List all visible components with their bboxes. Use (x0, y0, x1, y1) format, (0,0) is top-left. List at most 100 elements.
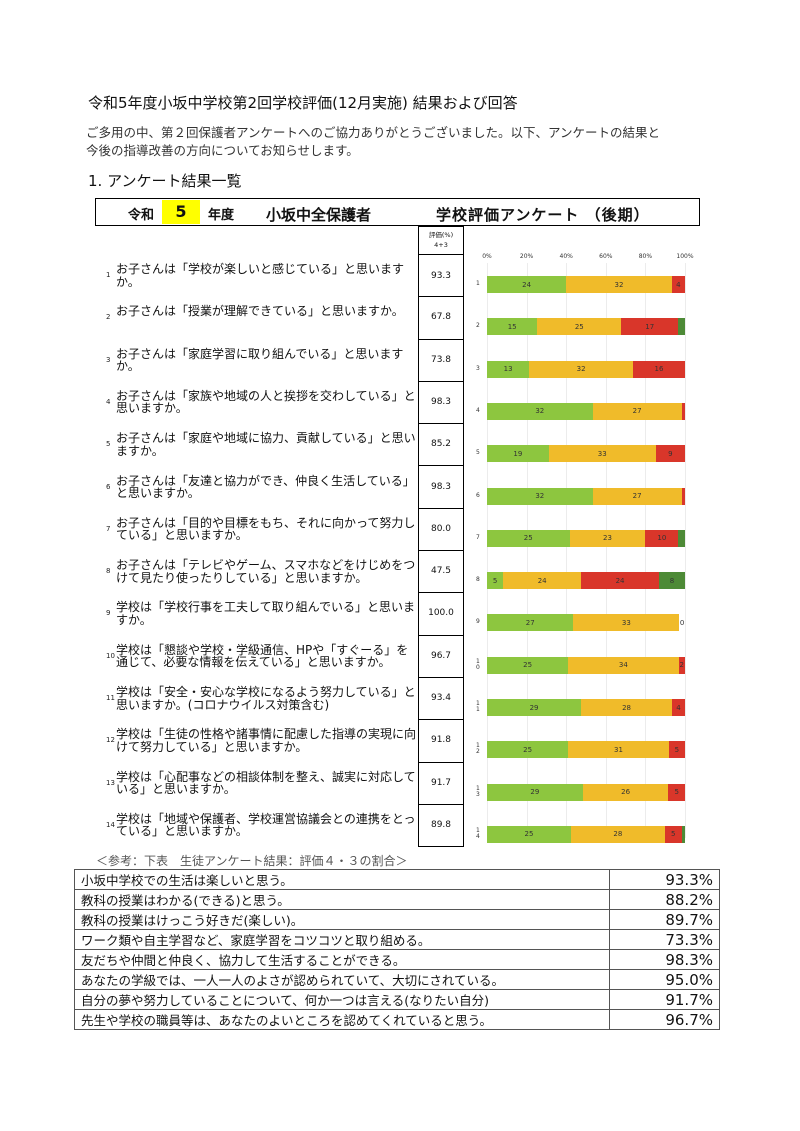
document-title: 令和5年度小坂中学校第2回学校評価(12月実施) 結果および回答 (88, 94, 518, 112)
bar-index-label: 1 1 (476, 700, 480, 713)
bar-segment-rating-3: 26 (582, 783, 669, 801)
x-tick-label: 80% (638, 253, 653, 260)
question-text: 学校は「安全・安心な学校になるよう努力している」と思いますか。(コロナウイルス対… (116, 685, 416, 712)
bar-segment-rating-4: 25 (487, 529, 570, 547)
question-text: 学校は「懇談や学校・学級通信、HPや「すぐーる」を通じて、必要な情報を伝えている… (116, 642, 409, 670)
question-number: 3 (106, 355, 111, 364)
score-value: 67.8 (418, 296, 464, 340)
question-text: お子さんは「家族や地域の人と挨拶を交わしている」と思いますか。 (116, 388, 416, 416)
question-number: 5 (106, 440, 111, 449)
bar-segment-rating-2: 4 (672, 699, 685, 716)
bar-segment-rating-3: 32 (566, 276, 672, 293)
x-tick-label: 0% (482, 253, 492, 260)
stacked-bar: 24 32 4 (487, 276, 685, 293)
x-tick-label: 20% (519, 253, 534, 260)
bar-segment-rating-3: 34 (568, 656, 679, 674)
score-value: 93.3 (418, 254, 464, 298)
reference-caption: ＜参考：下表 生徒アンケート結果：評価４・３の割合＞ (96, 854, 408, 868)
score-value: 96.7 (418, 634, 464, 678)
score-value: 91.7 (418, 761, 464, 805)
question-text: お子さんは「家庭や地域に協力、貢献している」と思いますか。 (116, 431, 416, 458)
intro-line-1: ご多用の中、第２回保護者アンケートへのご協力ありがとうございました。以下、アンケ… (86, 125, 661, 140)
bar-segment-rating-2: 24 (581, 572, 659, 590)
reference-label: 教科の授業はけっこう好きだ(楽しい)。 (74, 909, 610, 930)
bar-index-label: 2 (476, 322, 480, 330)
reference-label: 教科の授業はわかる(できる)と思う。 (74, 889, 610, 910)
score-value: 98.3 (418, 380, 464, 425)
score-header-line1: 評価(%) (428, 231, 454, 239)
stacked-bar: 25 31 5 (487, 741, 685, 759)
question-text: お子さんは「学校が楽しいと感じている」と思いますか。 (116, 262, 405, 289)
stacked-bar: 32 27 (487, 402, 685, 420)
reference-value: 93.3% (609, 869, 720, 890)
bar-segment-rating-2 (681, 402, 685, 420)
grid-line (566, 263, 568, 838)
question-text: お子さんは「テレビやゲーム、スマホなどをけじめをつけて見たり使ったりしている」と… (116, 558, 416, 585)
bar-segment-rating-3: 24 (503, 572, 582, 590)
grid-line (685, 263, 686, 838)
bar-segment-rating-2: 5 (668, 783, 685, 801)
bar-segment-rating-3: 27 (592, 402, 682, 420)
bar-index-label: 5 (476, 449, 480, 457)
section-heading: 1. アンケート結果一覧 (88, 172, 242, 190)
bar-segment-rating-1 (678, 318, 685, 336)
stacked-bar: 27 33 0 (487, 614, 685, 632)
stacked-bar: 19 33 9 (487, 445, 685, 463)
x-tick-label: 40% (559, 253, 573, 260)
bar-index-label: 1 2 (476, 742, 480, 756)
reference-label: ワーク類や自主学習など、家庭学習をコツコツと取り組める。 (74, 929, 610, 950)
score-value: 85.2 (418, 423, 464, 467)
question-number: 7 (106, 524, 111, 533)
bar-segment-rating-3: 32 (529, 360, 634, 378)
question-text: 学校は「学校行事を工夫して取り組んでいる」と思いますか。 (116, 600, 416, 627)
bar-segment-rating-3: 33 (548, 445, 656, 463)
stacked-bar: 25 34 2 (487, 656, 685, 674)
header-year: 5 (162, 200, 200, 224)
reference-row: 小坂中学校での生活は楽しいと思う。 93.3% (74, 869, 720, 890)
bar-index-label: 6 (476, 491, 480, 499)
question-text: 学校は「生徒の性格や諸事情に配慮した指導の実現に向けて努力している」と思いますか… (116, 727, 417, 754)
stacked-bar: 29 28 4 (487, 699, 685, 716)
question-number: 6 (106, 482, 111, 491)
bar-segment-rating-4: 25 (487, 741, 569, 759)
bar-index-label: 1 3 (476, 784, 480, 798)
bar-index-label: 4 (476, 406, 480, 414)
reference-row: 教科の授業はけっこう好きだ(楽しい)。 89.7% (74, 909, 720, 930)
reference-value: 91.7% (609, 989, 720, 1010)
reference-value: 96.7% (609, 1009, 720, 1030)
bar-segment-rating-2: 5 (668, 741, 685, 759)
bar-segment-rating-2: 17 (621, 318, 679, 336)
bar-index-label: 7 (476, 533, 480, 541)
header-target: 小坂中全保護者 (266, 206, 372, 224)
reference-label: 小坂中学校での生活は楽しいと思う。 (74, 869, 610, 890)
question-number: 12 (106, 736, 115, 745)
reference-value: 88.2% (609, 889, 720, 910)
question-number: 10 (106, 651, 115, 660)
bar-segment-rating-2: 2 (678, 656, 685, 674)
bar-segment-rating-4: 15 (487, 318, 538, 336)
score-value: 98.3 (418, 465, 464, 509)
stacked-bar: 25 23 10 (487, 529, 685, 547)
x-tick-label: 100% (676, 253, 694, 260)
bar-zero-label: 0 (679, 618, 685, 627)
header-survey-title: 学校評価アンケート （後期） (436, 206, 650, 224)
question-text: お子さんは「授業が理解できている」と思いますか。 (116, 304, 404, 319)
x-tick-label: 60% (599, 253, 613, 260)
reference-row: 先生や学校の職員等は、あなたのよいところを認めてくれていると思う。 96.7% (74, 1009, 720, 1030)
question-text: 学校は「心配事などの相談体制を整え、誠実に対応している」と思いますか。 (116, 769, 416, 797)
bar-segment-rating-3: 25 (537, 318, 622, 336)
bar-segment-rating-2 (681, 487, 685, 505)
question-text: 学校は「地域や保護者、学校運営協議会との連携をとっている」と思いますか。 (116, 811, 416, 839)
score-value: 100.0 (418, 592, 464, 636)
score-value: 93.4 (418, 677, 464, 721)
survey-header: 令和 5 年度 小坂中全保護者 学校評価アンケート （後期） (95, 198, 700, 226)
intro-text: ご多用の中、第２回保護者アンケートへのご協力ありがとうございました。以下、アンケ… (86, 124, 726, 160)
bar-segment-rating-2: 10 (645, 529, 679, 547)
bar-segment-rating-3: 31 (568, 741, 669, 759)
question-text: お子さんは「家庭学習に取り組んでいる」と思いますか。 (116, 346, 404, 374)
question-number: 1 (106, 271, 111, 279)
header-reiwa: 令和 (128, 208, 155, 223)
score-value: 47.5 (418, 550, 464, 594)
reference-label: 友だちや仲間と仲良く、協力して生活することができる。 (74, 949, 610, 970)
stacked-bar: 32 27 (487, 487, 685, 505)
